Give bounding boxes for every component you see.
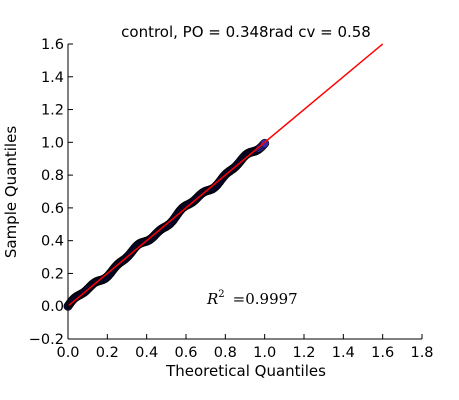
y-tick-label: −0.2	[29, 332, 64, 348]
y-axis-label: Sample Quantiles	[2, 126, 20, 258]
x-tick-label: 0.4	[135, 345, 158, 361]
y-tick-label: 0.2	[41, 266, 64, 282]
x-axis-ticks: 0.0 0.2 0.4 0.6 0.8 1.0 1.2 1.4 1.6 1.8	[56, 334, 434, 361]
chart-title: control, PO = 0.348rad cv = 0.58	[121, 23, 371, 41]
x-tick-label: 0.8	[214, 345, 237, 361]
y-tick-label: 0.0	[41, 299, 64, 315]
x-tick-label: 1.4	[332, 345, 355, 361]
y-tick-label: 0.8	[41, 168, 64, 184]
x-tick-label: 0.0	[56, 345, 79, 361]
x-tick-label: 1.8	[410, 345, 433, 361]
y-tick-label: 1.2	[41, 103, 64, 119]
y-axis-ticks: −0.2 0.0 0.2 0.4 0.6 0.8 1.0 1.2 1.4 1.6	[29, 37, 73, 348]
y-tick-label: 0.4	[41, 234, 64, 250]
axes	[67, 44, 422, 340]
y-tick-label: 1.0	[41, 135, 64, 151]
x-tick-label: 1.6	[371, 345, 394, 361]
r-squared-annotation: R2 =0.9997	[206, 289, 298, 308]
x-axis-label: Theoretical Quantiles	[165, 362, 326, 380]
x-tick-label: 1.2	[292, 345, 315, 361]
y-tick-label: 1.4	[41, 70, 64, 86]
r-squared-symbol: R	[206, 290, 218, 308]
y-tick-label: 0.6	[41, 201, 64, 217]
y-tick-label: 1.6	[41, 37, 64, 53]
r-squared-superscript: 2	[218, 289, 224, 300]
r-squared-value: =0.9997	[233, 290, 298, 308]
reference-line-layer	[67, 43, 384, 307]
x-tick-label: 0.2	[96, 345, 119, 361]
reference-line	[67, 43, 384, 307]
x-tick-label: 0.6	[174, 345, 197, 361]
x-tick-label: 1.0	[253, 345, 276, 361]
